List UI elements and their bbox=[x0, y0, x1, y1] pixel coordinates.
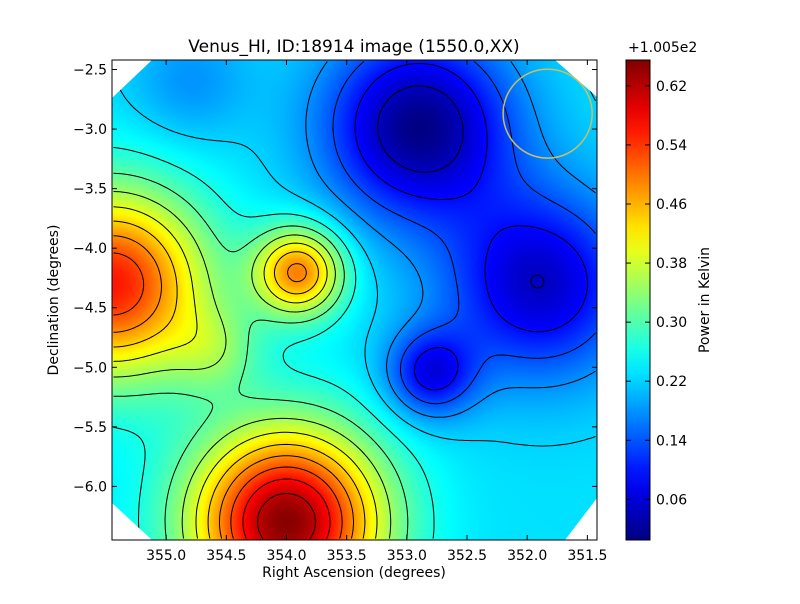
contour-level-9 bbox=[113, 206, 378, 539]
colorbar-tick-label: 0.38 bbox=[656, 256, 687, 272]
y-axis-label: Declination (degrees) bbox=[46, 225, 62, 376]
contour-level-10 bbox=[113, 220, 366, 539]
plot-frame bbox=[111, 59, 598, 541]
colorbar-tick-label: 0.30 bbox=[656, 315, 687, 331]
y-tick-label: −2.5 bbox=[73, 63, 107, 79]
contour-level-12 bbox=[113, 252, 343, 539]
x-tick-label: 352.5 bbox=[447, 548, 487, 564]
beam-circle bbox=[502, 68, 593, 159]
contour-level-11 bbox=[113, 235, 354, 539]
colorbar-offset-text: +1.005e2 bbox=[628, 40, 697, 56]
y-axis-ticks: −2.5 −3.0 −3.5 −4.0 −4.5 −5.0 −5.5 −6.0 bbox=[73, 63, 597, 495]
chart-title: Venus_HI, ID:18914 image (1550.0,XX) bbox=[188, 37, 519, 57]
contour-level-3 bbox=[332, 61, 596, 405]
contour-level-4 bbox=[305, 61, 596, 418]
colorbar-tick-label: 0.46 bbox=[656, 197, 687, 213]
y-tick-label: −4.5 bbox=[73, 301, 107, 317]
colorbar-label: Power in Kelvin bbox=[697, 247, 713, 353]
colorbar bbox=[625, 59, 651, 541]
colorbar-ticks: 0.62 0.54 0.46 0.38 0.30 0.22 0.14 0.06 bbox=[626, 79, 687, 508]
y-tick-label: −6.0 bbox=[73, 479, 107, 495]
contour-level-14 bbox=[257, 493, 316, 539]
y-tick-label: −5.5 bbox=[73, 420, 107, 436]
contour-level-8 bbox=[113, 191, 392, 539]
contour-lines bbox=[113, 61, 596, 539]
y-tick-label: −4.0 bbox=[73, 241, 107, 257]
x-tick-label: 353.5 bbox=[327, 548, 367, 564]
y-tick-label: −3.5 bbox=[73, 182, 107, 198]
x-tick-label: 352.0 bbox=[507, 548, 547, 564]
x-tick-label: 351.5 bbox=[567, 548, 607, 564]
x-tick-label: 354.5 bbox=[206, 548, 246, 564]
contour-level-2 bbox=[354, 63, 589, 391]
x-axis-label: Right Ascension (degrees) bbox=[262, 565, 446, 581]
contour-level-7 bbox=[113, 172, 409, 539]
contour-level-13 bbox=[242, 478, 331, 539]
x-tick-label: 353.0 bbox=[387, 548, 427, 564]
heatmap-image bbox=[112, 60, 597, 540]
colorbar-tick-label: 0.14 bbox=[656, 433, 687, 449]
x-tick-label: 355.0 bbox=[146, 548, 186, 564]
colorbar-tick-label: 0.54 bbox=[656, 138, 687, 154]
x-axis-ticks: 355.0 354.5 354.0 353.5 353.0 352.5 352.0 351.5 bbox=[146, 60, 607, 564]
x-tick-label: 354.0 bbox=[266, 548, 306, 564]
colorbar-tick-label: 0.22 bbox=[656, 374, 687, 390]
colorbar-tick-label: 0.06 bbox=[656, 492, 687, 508]
colorbar-tick-label: 0.62 bbox=[656, 79, 687, 95]
contour-level-6 bbox=[113, 147, 435, 539]
contour-level-1 bbox=[377, 85, 545, 289]
y-tick-label: −3.0 bbox=[73, 122, 107, 138]
y-tick-label: −5.0 bbox=[73, 360, 107, 376]
